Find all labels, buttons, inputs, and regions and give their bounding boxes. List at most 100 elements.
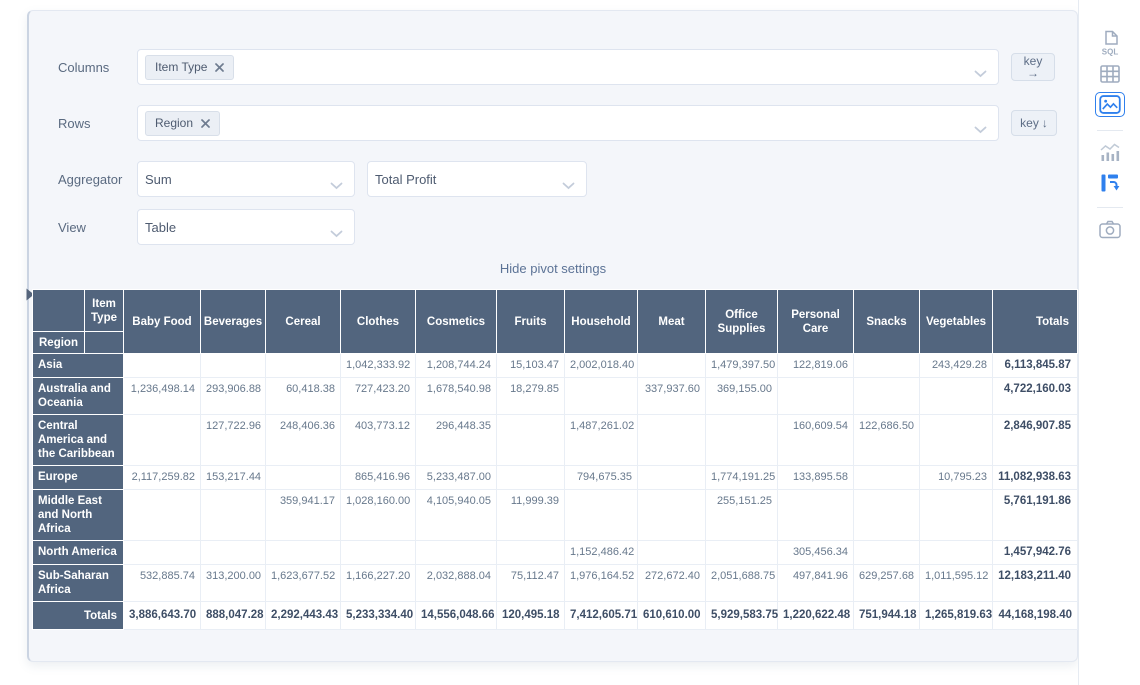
data-cell: 497,841.96 [778, 565, 854, 602]
row-header: Middle East and North Africa [33, 490, 124, 541]
column-header: Office Supplies [706, 290, 778, 354]
data-cell [638, 415, 706, 466]
remove-rows-tag-icon[interactable] [201, 119, 210, 128]
view-value: Table [145, 220, 176, 235]
row-header: North America [33, 541, 124, 565]
data-cell: 60,418.38 [266, 378, 341, 415]
data-cell [124, 354, 201, 378]
row-header: Central America and the Caribbean [33, 415, 124, 466]
table-row: Europe2,117,259.82153,217.44865,416.965,… [33, 466, 1078, 490]
data-cell [638, 490, 706, 541]
grand-total-cell: 44,168,198.40 [993, 602, 1078, 630]
chevron-down-icon [562, 177, 575, 195]
data-cell: 1,678,540.98 [416, 378, 497, 415]
data-cell [854, 490, 920, 541]
data-cell: 2,032,888.04 [416, 565, 497, 602]
arrow-down-icon: ↓ [1042, 116, 1048, 130]
data-cell: 1,479,397.50 [706, 354, 778, 378]
data-cell [565, 378, 638, 415]
data-cell [778, 490, 854, 541]
data-cell [854, 378, 920, 415]
data-cell: 296,448.35 [416, 415, 497, 466]
data-cell [266, 466, 341, 490]
data-cell [778, 378, 854, 415]
column-header: Baby Food [124, 290, 201, 354]
data-cell [124, 541, 201, 565]
data-cell: 293,906.88 [201, 378, 266, 415]
column-header: Fruits [497, 290, 565, 354]
data-cell: 255,151.25 [706, 490, 778, 541]
data-cell: 865,416.96 [341, 466, 416, 490]
table-row: North America1,152,486.42305,456.341,457… [33, 541, 1078, 565]
data-cell: 11,999.39 [497, 490, 565, 541]
data-cell: 75,112.47 [497, 565, 565, 602]
aggregator-select[interactable]: Sum [137, 161, 355, 197]
toolbar-item-snapshot[interactable] [1099, 220, 1121, 239]
chevron-down-icon [974, 121, 987, 139]
data-cell [638, 541, 706, 565]
data-cell: 305,456.34 [778, 541, 854, 565]
columns-key-sort-button[interactable]: key → [1011, 53, 1055, 81]
column-total-cell: 3,886,643.70 [124, 602, 201, 630]
data-cell: 272,672.40 [638, 565, 706, 602]
data-cell: 532,885.74 [124, 565, 201, 602]
toolbar-item-chart[interactable] [1099, 143, 1121, 163]
remove-columns-tag-icon[interactable] [215, 63, 224, 72]
table-row: Sub-Saharan Africa532,885.74313,200.001,… [33, 565, 1078, 602]
data-cell [341, 541, 416, 565]
chevron-down-icon [330, 225, 343, 243]
col-axis-label[interactable]: Item Type [85, 290, 124, 332]
data-cell [201, 541, 266, 565]
aggregator-argument-select[interactable]: Total Profit [367, 161, 587, 197]
columns-tag[interactable]: Item Type [145, 55, 234, 80]
rows-select[interactable]: Region [137, 105, 999, 141]
svg-text:SQL: SQL [1101, 48, 1118, 57]
data-cell: 1,208,744.24 [416, 354, 497, 378]
row-axis-label[interactable]: Region [33, 332, 85, 354]
toolbar-item-sql[interactable]: SQL [1098, 30, 1122, 56]
data-cell [266, 541, 341, 565]
data-cell: 359,941.17 [266, 490, 341, 541]
rows-tag[interactable]: Region [145, 111, 220, 136]
aggregator-control-row: Aggregator Sum Total Profit [58, 161, 587, 197]
column-total-cell: 610,610.00 [638, 602, 706, 630]
toolbar-divider [1097, 207, 1123, 208]
columns-tag-label: Item Type [155, 60, 207, 74]
row-header: Sub-Saharan Africa [33, 565, 124, 602]
column-total-cell: 2,292,443.43 [266, 602, 341, 630]
camera-icon [1099, 220, 1121, 239]
column-total-cell: 888,047.28 [201, 602, 266, 630]
table-row: Central America and the Caribbean 127,722… [33, 415, 1078, 466]
toolbar-item-visualization-active[interactable] [1095, 92, 1125, 117]
rows-control-row: Rows Region key ↓ [58, 105, 1057, 141]
columns-label: Columns [58, 60, 137, 75]
data-cell [920, 415, 993, 466]
toolbar-item-table[interactable] [1100, 65, 1120, 83]
column-total-cell: 120,495.18 [497, 602, 565, 630]
data-cell [854, 466, 920, 490]
table-row: Australia and Oceania1,236,498.14293,906… [33, 378, 1078, 415]
toolbar-item-pivot[interactable] [1099, 172, 1121, 194]
table-row: Asia1,042,333.921,208,744.2415,103.472,0… [33, 354, 1078, 378]
column-header: Clothes [341, 290, 416, 354]
data-cell: 794,675.35 [565, 466, 638, 490]
data-cell: 127,722.96 [201, 415, 266, 466]
rows-key-sort-button[interactable]: key ↓ [1011, 110, 1057, 136]
sql-file-icon: SQL [1098, 30, 1122, 56]
hide-pivot-settings-link[interactable]: Hide pivot settings [29, 261, 1077, 276]
data-cell: 1,487,261.02 [565, 415, 638, 466]
view-select[interactable]: Table [137, 209, 355, 245]
data-cell [124, 490, 201, 541]
data-cell: 403,773.12 [341, 415, 416, 466]
data-cell: 243,429.28 [920, 354, 993, 378]
columns-control-row: Columns Item Type key → [58, 49, 1055, 85]
column-total-cell: 1,220,622.48 [778, 602, 854, 630]
data-cell [201, 490, 266, 541]
data-cell: 1,166,227.20 [341, 565, 416, 602]
rows-tag-label: Region [155, 116, 193, 130]
columns-select[interactable]: Item Type [137, 49, 999, 85]
row-total-cell: 12,183,211.40 [993, 565, 1078, 602]
aggregator-argument-value: Total Profit [375, 172, 436, 187]
data-cell: 1,011,595.12 [920, 565, 993, 602]
header-row-col-axis: Item TypeBaby FoodBeveragesCerealClothes… [33, 290, 1078, 332]
